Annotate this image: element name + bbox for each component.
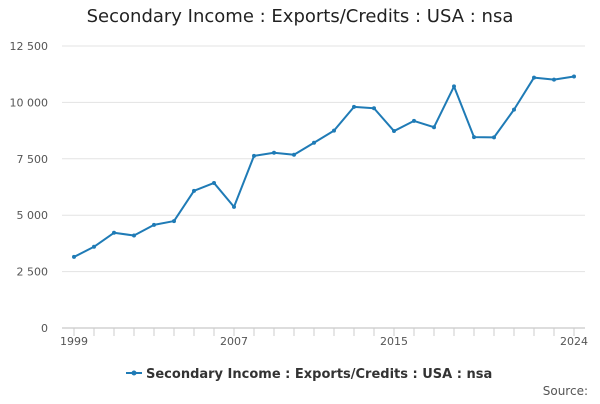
data-point[interactable] [252,153,256,158]
data-point[interactable] [132,233,136,238]
y-tick-label: 7 500 [17,153,49,166]
y-tick-label: 12 500 [10,40,49,53]
data-point[interactable] [372,106,376,111]
data-point[interactable] [332,128,336,133]
y-tick-label: 0 [41,322,48,335]
data-point[interactable] [92,244,96,249]
data-point[interactable] [192,188,196,193]
data-point[interactable] [392,129,396,134]
x-tick-label: 2007 [220,335,248,348]
data-point[interactable] [552,77,556,82]
data-point[interactable] [432,125,436,130]
data-point[interactable] [272,150,276,155]
y-tick-label: 2 500 [17,266,49,279]
data-point[interactable] [472,135,476,140]
data-point[interactable] [512,107,516,112]
data-point[interactable] [292,152,296,157]
data-point[interactable] [72,254,76,259]
y-axis: 0 2 500 5 000 7 500 10 000 12 500 [10,40,49,335]
x-tick-label: 1999 [60,335,88,348]
data-point[interactable] [312,140,316,145]
x-tick-label: 2015 [380,335,408,348]
data-point[interactable] [412,118,416,123]
data-point[interactable] [452,84,456,89]
legend-label: Secondary Income : Exports/Credits : USA… [146,367,492,382]
source-label: Source: [543,384,588,398]
data-point[interactable] [352,104,356,109]
data-point[interactable] [232,204,236,209]
gridlines [62,45,585,329]
data-point[interactable] [492,135,496,140]
y-tick-label: 10 000 [10,96,49,109]
legend-point-marker [131,370,137,376]
legend[interactable]: Secondary Income : Exports/Credits : USA… [126,367,492,382]
data-point[interactable] [532,75,536,80]
data-point[interactable] [172,219,176,224]
data-point[interactable] [152,222,156,227]
x-axis: 1999 2007 2015 2024 [60,328,588,348]
series-layer [72,74,576,259]
chart-title: Secondary Income : Exports/Credits : USA… [86,6,514,27]
y-tick-label: 5 000 [17,209,49,222]
series [72,74,576,259]
x-tick-label: 2024 [560,335,588,348]
data-point[interactable] [112,230,116,235]
data-point[interactable] [572,74,576,79]
data-point[interactable] [212,180,216,185]
series-line [73,75,575,258]
